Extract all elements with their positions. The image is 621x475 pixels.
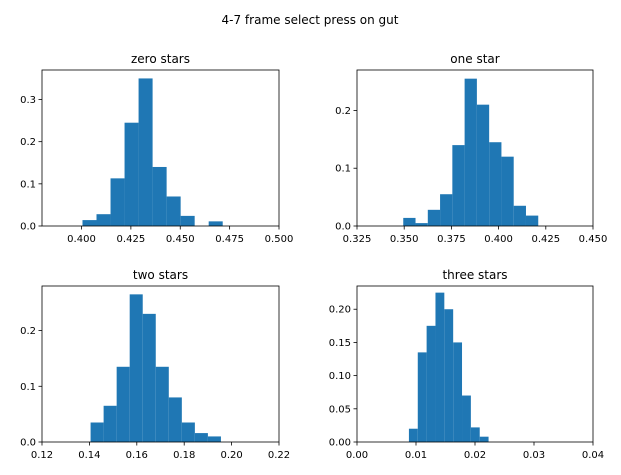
bar-5 xyxy=(142,313,156,442)
bar-4 xyxy=(435,292,445,442)
subplot-title: three stars xyxy=(442,268,507,282)
y-tick-label: 0.1 xyxy=(20,179,36,190)
bar-2 xyxy=(415,223,428,226)
subplot-title: zero stars xyxy=(131,52,190,66)
bar-8 xyxy=(181,422,195,442)
bar-8 xyxy=(470,427,480,442)
x-tick-label: 0.425 xyxy=(531,234,560,245)
bar-7 xyxy=(166,196,181,226)
bar-5 xyxy=(138,78,153,226)
subplot-1: 0.400 0.425 0.450 0.475 0.500 0.0 0.1 0.2 0.3 zer… xyxy=(20,52,293,245)
bar-8 xyxy=(180,215,195,226)
bar-1 xyxy=(408,428,418,442)
axes-frame xyxy=(41,69,280,227)
bar-2 xyxy=(103,405,117,442)
bar-6 xyxy=(464,78,477,227)
subplot-2: 0.325 0.350 0.375 0.400 0.425 0.450 0.0 0.1 0.2 o… xyxy=(335,52,607,245)
bar-2 xyxy=(417,352,427,442)
y-tick-label: 0.2 xyxy=(20,137,36,148)
bar-9 xyxy=(501,156,514,226)
y-tick-label: 0.3 xyxy=(20,95,36,106)
y-tick-label: 0.1 xyxy=(335,164,351,175)
bar-7 xyxy=(462,395,471,442)
bar-4 xyxy=(129,294,143,442)
subplot-3: 0.12 0.14 0.16 0.18 0.20 0.22 0.0 0.1 0.2 two sta… xyxy=(20,268,290,461)
x-tick-label: 0.400 xyxy=(484,234,513,245)
subplots: 0.400 0.425 0.450 0.475 0.500 0.0 0.1 0.2 0.3 zer… xyxy=(20,52,607,461)
axes-frame xyxy=(356,285,594,443)
bar-9 xyxy=(194,433,208,442)
bar-1 xyxy=(403,217,416,226)
bar-10 xyxy=(207,436,221,442)
x-tick-label: 0.12 xyxy=(31,450,53,461)
x-tick-label: 0.03 xyxy=(523,450,545,461)
y-tick-label: 0.0 xyxy=(20,438,36,449)
x-tick-label: 0.400 xyxy=(67,234,96,245)
y-tick-label: 0.00 xyxy=(329,438,351,449)
bar-5 xyxy=(444,309,454,442)
x-tick-label: 0.325 xyxy=(343,234,372,245)
bar-7 xyxy=(476,104,490,226)
bar-11 xyxy=(525,215,539,226)
axes-frame xyxy=(41,285,280,443)
bar-6 xyxy=(453,342,463,442)
x-tick-label: 0.500 xyxy=(265,234,294,245)
x-tick-label: 0.04 xyxy=(582,450,604,461)
bar-1 xyxy=(90,422,104,442)
y-tick-label: 0.20 xyxy=(329,305,351,316)
x-tick-label: 0.02 xyxy=(464,450,486,461)
x-tick-label: 0.18 xyxy=(173,450,195,461)
subplot-4: 0.00 0.01 0.02 0.03 0.04 0.00 0.05 0.10 0.15 0.20… xyxy=(329,268,604,461)
bar-3 xyxy=(426,325,436,442)
figure-title: 4-7 frame select press on gut xyxy=(222,13,399,27)
y-tick-label: 0.10 xyxy=(329,371,351,382)
bar-10 xyxy=(208,221,223,226)
x-tick-label: 0.450 xyxy=(579,234,608,245)
x-tick-label: 0.00 xyxy=(346,450,368,461)
x-tick-label: 0.20 xyxy=(220,450,242,461)
y-tick-label: 0.1 xyxy=(20,382,36,393)
x-tick-label: 0.01 xyxy=(405,450,427,461)
x-tick-label: 0.350 xyxy=(390,234,419,245)
subplot-title: two stars xyxy=(133,268,188,282)
x-tick-label: 0.16 xyxy=(126,450,148,461)
axes-frame xyxy=(356,69,594,227)
x-tick-label: 0.450 xyxy=(166,234,195,245)
y-tick-label: 0.2 xyxy=(335,106,351,117)
bar-4 xyxy=(124,122,139,226)
bar-10 xyxy=(513,205,526,226)
bar-4 xyxy=(440,194,453,226)
y-tick-label: 0.15 xyxy=(329,338,351,349)
bar-6 xyxy=(155,366,169,442)
y-tick-label: 0.0 xyxy=(335,222,351,233)
y-tick-label: 0.2 xyxy=(20,326,36,337)
subplot-title: one star xyxy=(450,52,499,66)
bar-5 xyxy=(452,145,465,226)
bar-3 xyxy=(116,366,130,442)
bar-3 xyxy=(427,209,441,226)
bar-6 xyxy=(152,166,167,226)
bar-3 xyxy=(110,178,125,226)
x-tick-label: 0.14 xyxy=(78,450,100,461)
x-tick-label: 0.425 xyxy=(117,234,146,245)
y-tick-label: 0.0 xyxy=(20,222,36,233)
bar-9 xyxy=(479,436,489,442)
x-tick-label: 0.375 xyxy=(437,234,466,245)
bar-2 xyxy=(96,214,111,226)
y-tick-label: 0.05 xyxy=(329,404,351,415)
bar-7 xyxy=(168,397,182,442)
x-tick-label: 0.475 xyxy=(215,234,244,245)
bar-8 xyxy=(489,142,502,226)
bar-1 xyxy=(82,220,97,226)
x-tick-label: 0.22 xyxy=(268,450,290,461)
